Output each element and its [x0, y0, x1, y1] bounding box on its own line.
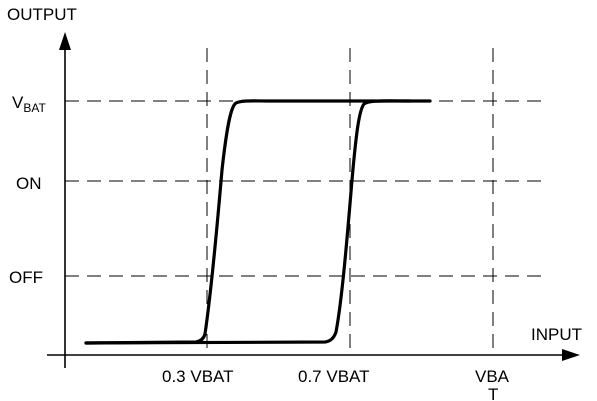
- on-level-label: ON: [16, 174, 42, 193]
- x-tick-vbat-line1: VBA: [475, 367, 510, 386]
- off-level-label: OFF: [9, 268, 43, 287]
- vbat-level-main: V: [12, 93, 24, 112]
- x-tick-0.3vbat: 0.3 VBAT: [162, 367, 234, 386]
- vbat-level-label: VBAT: [12, 93, 46, 115]
- y-axis-label: OUTPUT: [7, 5, 77, 24]
- x-axis-label: INPUT: [531, 325, 582, 344]
- x-tick-vbat-line2: T: [488, 385, 498, 401]
- y-axis-arrow: [59, 32, 71, 50]
- x-tick-0.7vbat: 0.7 VBAT: [298, 367, 370, 386]
- rising-transition-curve: [84, 99, 432, 345]
- falling-transition-curve: [84, 99, 412, 345]
- vbat-level-subscript: BAT: [23, 101, 46, 115]
- x-axis-arrow: [562, 349, 580, 361]
